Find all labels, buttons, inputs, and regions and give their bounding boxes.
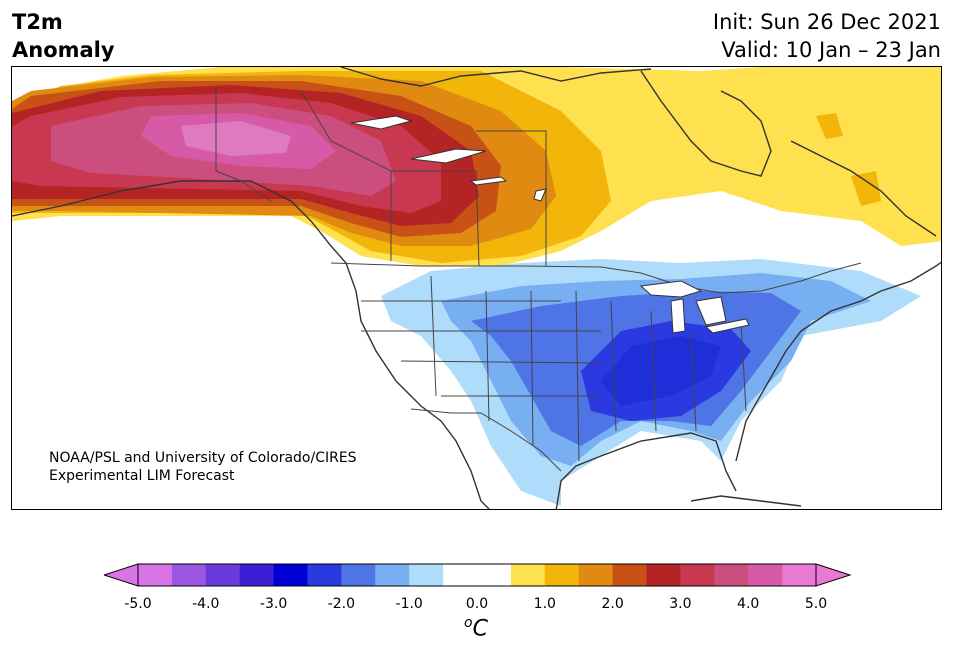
cold-anomaly-field: [381, 259, 921, 506]
colorbar-cell: [443, 564, 478, 586]
hudson-bay: [640, 70, 772, 177]
colorbar-tick-label: -3.0: [259, 596, 288, 612]
colorbar-cell: [646, 564, 681, 586]
great-lake-erie: [704, 318, 750, 334]
warm-labrador-patch: [851, 171, 881, 206]
colorbar-cell: [612, 564, 647, 586]
colorbar-cell: [477, 564, 512, 586]
warm-hudson-patch: [816, 113, 843, 139]
state-lines-1: [361, 300, 602, 397]
us-mexico-border: [410, 408, 562, 472]
colorbar-tick-label: 4.0: [737, 596, 760, 612]
coastlines: [12, 67, 941, 509]
colorbar-tick-label: -2.0: [327, 596, 356, 612]
caribbean-islands: [690, 495, 802, 507]
colorbar-cells: [138, 564, 817, 586]
colorbar-cell: [205, 564, 241, 586]
great-bear-lake: [350, 115, 413, 130]
colorbar-under-arrow: [104, 563, 139, 587]
labrador-coast: [790, 140, 937, 237]
colorbar-tick-label: 3.0: [669, 596, 692, 612]
great-slave-lake: [410, 148, 487, 164]
init-date: Init: Sun 26 Dec 2021: [712, 10, 941, 34]
lake-athabasca: [469, 176, 508, 186]
credit-line-1: NOAA/PSL and University of Colorado/CIRE…: [49, 450, 357, 466]
province-bc-ab: [300, 90, 392, 261]
colorbar-cell: [544, 564, 580, 586]
province-ab-sk: [391, 170, 480, 267]
title-line-1: T2m: [12, 10, 63, 34]
map-title: T2m Anomaly: [12, 8, 115, 64]
lakes: [350, 115, 750, 334]
colorbar-cell: [409, 564, 444, 586]
credit-text: NOAA/PSL and University of Colorado/CIRE…: [49, 449, 357, 485]
colorbar-tick-label: 2.0: [601, 596, 624, 612]
colorbar-cell: [273, 564, 308, 586]
colorbar-cell: [138, 564, 173, 586]
colorbar-unit-sup: o: [464, 615, 473, 631]
great-lake-superior: [639, 280, 703, 298]
colorbar-tick-label: -5.0: [124, 596, 152, 612]
colorbar-cell: [171, 564, 207, 586]
state-lines-2: [430, 275, 580, 462]
pacific-coast: [12, 180, 490, 509]
borders: [215, 87, 862, 472]
colorbar-cell: [375, 564, 410, 586]
colorbar-border: [137, 563, 817, 587]
colorbar-tick-label: 0.0: [465, 596, 489, 612]
colorbar-tick-label: -1.0: [395, 596, 423, 612]
colorbar-over-arrow: [815, 563, 852, 587]
colorbar-cell: [680, 564, 715, 586]
cold-core: [601, 336, 721, 406]
arctic-coast: [340, 67, 652, 87]
colorbar-tick-label: -4.0: [192, 596, 220, 612]
colorbar-cell: [341, 564, 376, 586]
alaska-border: [215, 87, 272, 202]
valid-range: Valid: 10 Jan – 23 Jan: [721, 38, 941, 62]
great-lake-huron: [695, 296, 727, 326]
lake-winnipeg: [533, 188, 547, 202]
colorbar-cell: [510, 564, 546, 586]
state-lines-3: [610, 300, 747, 432]
credit-line-2: Experimental LIM Forecast: [49, 468, 235, 484]
map-canvas: [12, 67, 941, 509]
colorbar-unit-base: C: [472, 616, 488, 642]
colorbar-cell: [578, 564, 614, 586]
colorbar-cell: [782, 564, 817, 586]
colorbar-tick-label: 1.0: [533, 596, 556, 612]
title-line-2: Anomaly: [12, 38, 115, 62]
colorbar: [104, 563, 852, 587]
great-lake-michigan: [670, 298, 686, 334]
warm-alaska-core: [181, 121, 291, 156]
colorbar-cell: [239, 564, 275, 586]
date-info: Init: Sun 26 Dec 2021 Valid: 10 Jan – 23…: [713, 8, 941, 64]
colorbar-tick-label: 5.0: [804, 596, 828, 612]
colorbar-cell: [748, 564, 783, 586]
anomaly-map: [11, 66, 942, 510]
warm-anomaly-field: [12, 67, 941, 266]
colorbar-cell: [307, 564, 342, 586]
colorbar-unit: oC: [464, 615, 488, 641]
gulf-coast: [555, 432, 737, 509]
province-sk-mb: [476, 130, 547, 266]
colorbar-cell: [714, 564, 749, 586]
atlantic-coast: [735, 261, 941, 462]
